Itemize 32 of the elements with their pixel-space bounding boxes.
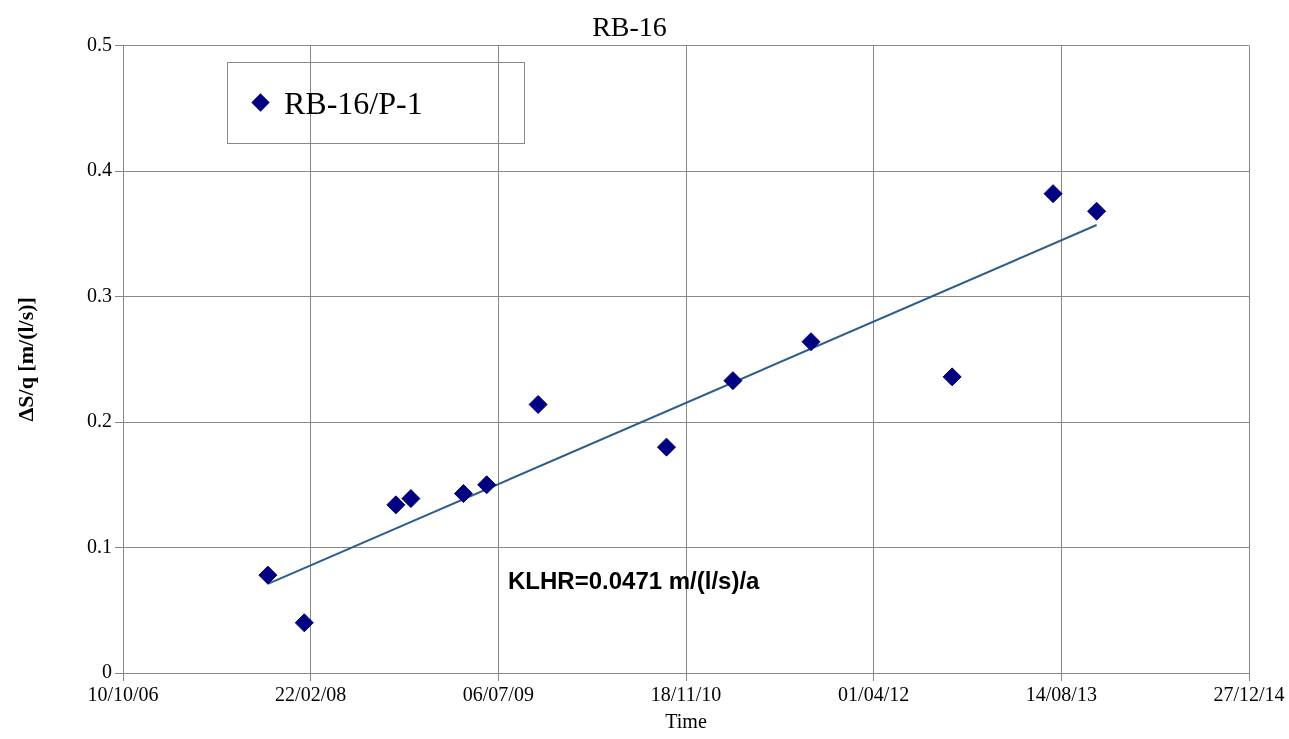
y-tick-label: 0.3 — [87, 283, 112, 306]
point — [401, 489, 421, 509]
x-tick-label: 10/10/06 — [87, 683, 159, 706]
point — [656, 437, 676, 457]
legend: RB-16/P-1 — [227, 61, 525, 144]
point — [386, 495, 406, 515]
y-tick-label: 0.5 — [87, 32, 112, 55]
x-tick-label: 14/08/13 — [1025, 683, 1097, 706]
point — [258, 565, 278, 585]
y-tick-label: 0.4 — [87, 158, 112, 181]
x-tick-label: 22/02/08 — [275, 683, 347, 706]
point — [801, 332, 821, 352]
y-axis-title: ΔS/q [m/(l/s)] — [12, 297, 38, 422]
x-axis-title: Time — [665, 710, 707, 733]
x-tick-label: 18/11/10 — [650, 683, 722, 706]
chart-title: RB-16 — [592, 11, 667, 43]
point — [723, 371, 743, 391]
y-tick-label: 0 — [102, 660, 112, 683]
point — [1043, 184, 1063, 204]
point — [942, 367, 962, 387]
point — [477, 475, 497, 495]
point — [453, 484, 473, 504]
point — [528, 394, 548, 414]
y-tick-label: 0.2 — [87, 409, 112, 432]
x-tick-label: 06/07/09 — [462, 683, 534, 706]
x-tick-label: 01/04/12 — [838, 683, 910, 706]
point — [1087, 201, 1107, 221]
x-tick-label: 27/12/14 — [1213, 683, 1285, 706]
annotation: KLHR=0.0471 m/(l/s)/a — [508, 567, 761, 595]
legend-label: RB-16/P-1 — [284, 84, 423, 121]
point — [294, 613, 314, 633]
y-tick-label: 0.1 — [87, 534, 112, 557]
